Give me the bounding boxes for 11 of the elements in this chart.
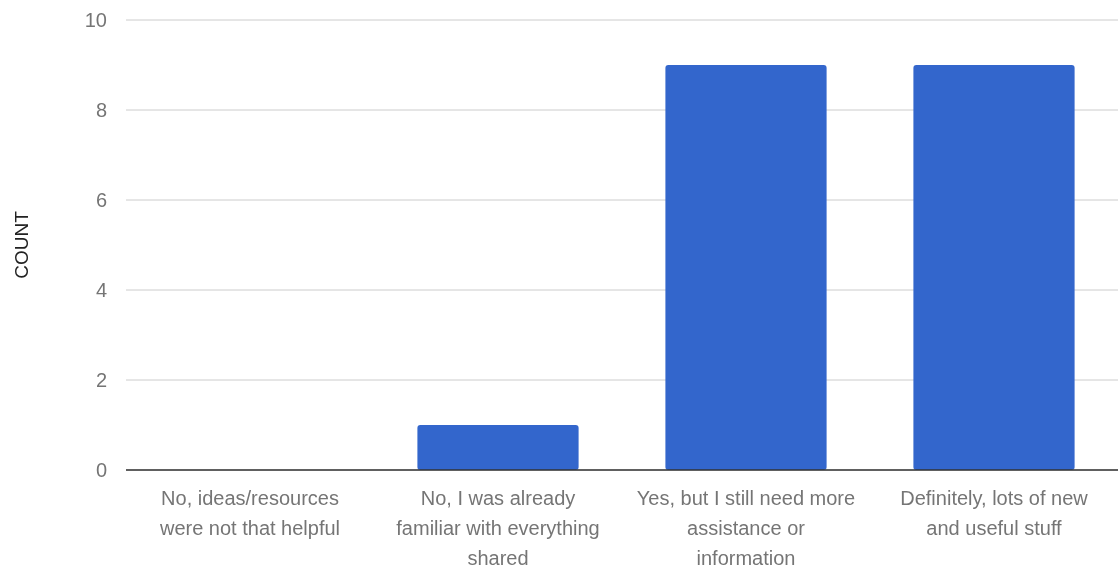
x-tick-label: Definitely, lots of new and useful stuff [900,487,1089,539]
y-tick-label: 8 [95,98,107,121]
x-tick-label: No, ideas/resources were not that helpful [158,487,341,539]
y-tick-label: 6 [95,188,107,211]
y-axis-title: COUNT [11,210,32,279]
y-tick-label: 2 [95,368,107,391]
x-tick-label: No, I was already familiar with everything shared [396,487,600,569]
y-tick-label: 10 [84,8,107,31]
x-tick-label: Yes, but I still need more assistance or information [636,487,856,569]
y-tick-label: 0 [95,458,107,481]
y-tick-label: 4 [95,278,107,301]
